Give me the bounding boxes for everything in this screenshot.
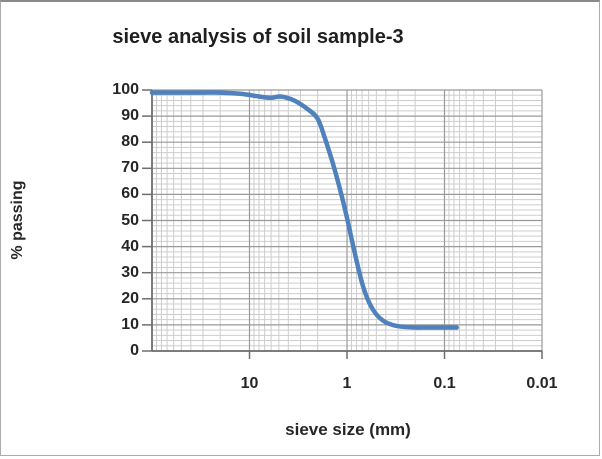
y-tick-label: 70 — [121, 159, 139, 177]
chart-title: sieve analysis of soil sample-3 — [112, 26, 404, 48]
data-series-curve — [149, 90, 459, 330]
y-tick-label: 20 — [121, 289, 139, 307]
y-tick-label: 90 — [121, 107, 139, 125]
x-axis-title: sieve size (mm) — [285, 420, 411, 439]
y-tick-label: 10 — [121, 315, 139, 333]
x-tick-label: 1 — [342, 375, 352, 392]
y-tick-label: 40 — [121, 237, 139, 255]
y-tick-label: 100 — [112, 81, 139, 98]
x-tick-label: 0.1 — [433, 375, 456, 392]
x-tick-label: 10 — [240, 375, 259, 392]
y-tick-label: 60 — [121, 185, 139, 203]
x-tick-label: 0.01 — [526, 375, 558, 392]
y-tick-label: 0 — [130, 342, 139, 359]
y-tick-label: 30 — [121, 263, 139, 281]
y-tick-label: 80 — [121, 133, 139, 151]
y-tick-label: 50 — [121, 211, 139, 229]
